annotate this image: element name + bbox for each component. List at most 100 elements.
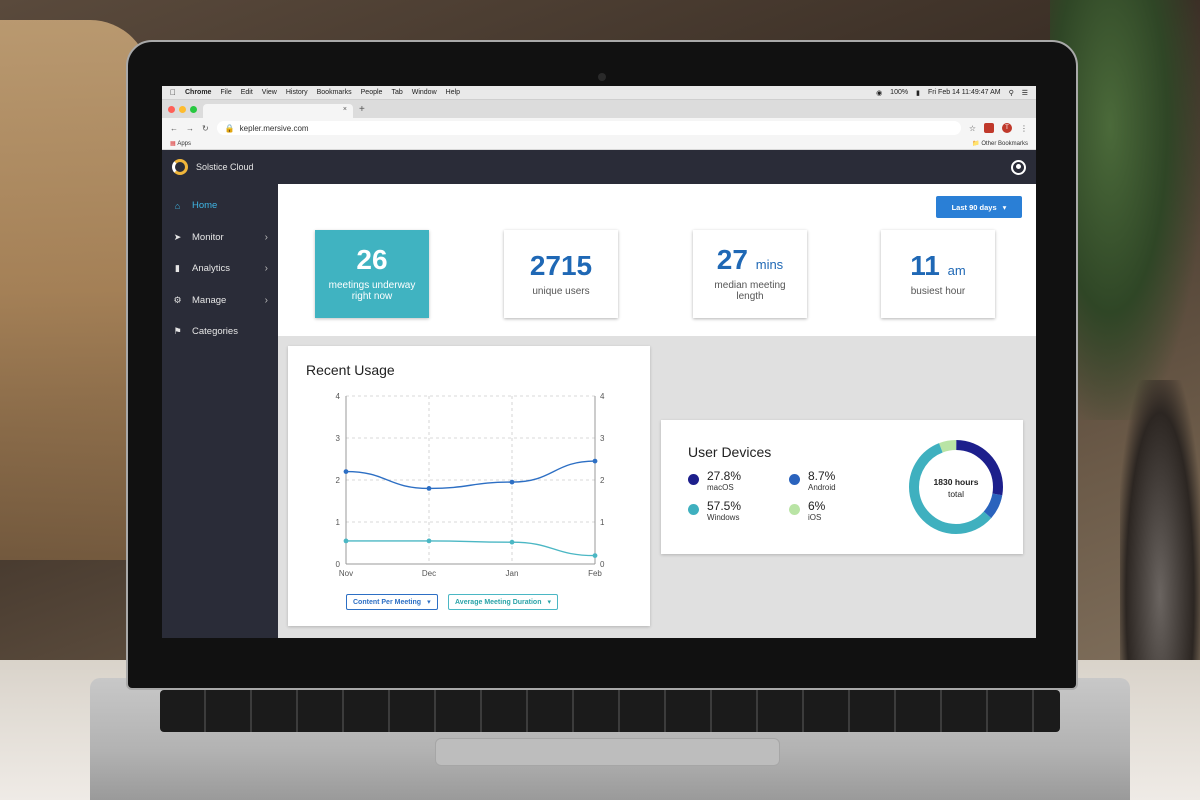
stat-card-meetings[interactable]: 26 meetings underway right now	[315, 230, 429, 318]
minimize-window-icon[interactable]	[179, 105, 186, 113]
solstice-app: Solstice Cloud ⌂ Home ➤ Monitor › ▮ Anal…	[162, 150, 1036, 638]
stat-unit: am	[947, 262, 966, 278]
user-devices-panel: User Devices 27.8% macOS 8.7% Android 57…	[661, 420, 1023, 554]
user-account-icon[interactable]	[1011, 159, 1026, 175]
x-tick-label: Jan	[506, 569, 519, 578]
menu-people[interactable]: People	[354, 89, 383, 96]
search-icon[interactable]: ⚲	[1008, 89, 1014, 97]
battery-percent: 100%	[890, 89, 909, 96]
apps-grid-icon[interactable]: ▦	[170, 141, 176, 147]
browser-tab[interactable]: ×	[203, 104, 353, 118]
content-per-meeting-toggle[interactable]: Content Per Meeting ▾	[346, 594, 438, 610]
series-point-0	[426, 486, 432, 491]
solstice-logo-icon[interactable]	[172, 159, 188, 175]
bookmarks-bar: ▦ Apps 📁 Other Bookmarks	[162, 138, 1036, 150]
menubar-clock[interactable]: Fri Feb 14 11:49:47 AM	[927, 89, 1001, 96]
y-tick-label-left: 1	[336, 518, 341, 527]
menu-view[interactable]: View	[255, 89, 277, 96]
sidebar-item-label: Home	[192, 200, 218, 212]
y-tick-label-right: 0	[600, 560, 605, 569]
stat-card-users[interactable]: 2715 unique users	[504, 230, 618, 318]
device-pct: 57.5%	[707, 499, 742, 513]
chevron-right-icon: ›	[264, 263, 268, 275]
back-icon[interactable]: ←	[170, 123, 178, 133]
user-devices-title: User Devices	[688, 444, 772, 460]
device-ios: 6% iOS	[789, 499, 826, 523]
other-bookmarks[interactable]: 📁 Other Bookmarks	[972, 141, 1028, 147]
menu-window[interactable]: Window	[405, 89, 437, 96]
sidebar-item-label: Categories	[192, 326, 238, 338]
forward-icon[interactable]: →	[186, 123, 194, 133]
y-tick-label-right: 3	[600, 434, 605, 443]
bookmark-star-icon[interactable]: ☆	[968, 123, 976, 133]
address-bar[interactable]: 🔒 kepler.mersive.com	[216, 121, 961, 135]
macos-legend-dot	[688, 474, 699, 485]
donut-total-label: total	[948, 489, 964, 499]
extension-icon[interactable]	[984, 123, 994, 133]
stat-card-meeting-length[interactable]: 27 mins median meeting length	[693, 230, 807, 318]
menu-history[interactable]: History	[279, 89, 308, 96]
profile-avatar[interactable]: T	[1002, 123, 1012, 133]
recent-usage-title: Recent Usage	[306, 362, 395, 378]
reload-icon[interactable]: ↻	[202, 123, 209, 133]
tag-icon: ⚑	[173, 326, 182, 337]
background-lamp	[0, 20, 150, 560]
menubar-app-name[interactable]: Chrome	[179, 89, 211, 96]
series-point-1	[592, 553, 598, 558]
lock-icon: 🔒	[224, 123, 235, 133]
sidebar-item-analytics[interactable]: ▮ Analytics ›	[162, 253, 278, 285]
stat-value: 2715	[529, 249, 593, 281]
sidebar-item-home[interactable]: ⌂ Home	[162, 190, 278, 222]
device-name: iOS	[808, 513, 822, 523]
sidebar-item-label: Analytics	[192, 263, 231, 275]
series-point-1	[509, 539, 515, 545]
device-pct: 6%	[808, 499, 826, 513]
menu-edit[interactable]: Edit	[234, 89, 253, 96]
sidebar-item-manage[interactable]: ⚙ Manage ›	[162, 285, 278, 317]
menu-list-icon[interactable]: ☰	[1021, 89, 1028, 97]
menu-file[interactable]: File	[214, 89, 231, 96]
device-pct: 27.8%	[707, 469, 742, 483]
sidebar: ⌂ Home ➤ Monitor › ▮ Analytics › ⚙ Manag…	[162, 184, 278, 638]
chevron-down-icon: ▾	[1002, 202, 1007, 212]
menu-tab[interactable]: Tab	[385, 89, 402, 96]
device-windows: 57.5% Windows	[688, 499, 742, 522]
menu-help[interactable]: Help	[439, 89, 460, 96]
device-name: macOS	[707, 483, 734, 493]
chevron-down-icon: ▾	[547, 599, 551, 606]
y-tick-label-right: 4	[600, 392, 605, 401]
sidebar-item-monitor[interactable]: ➤ Monitor ›	[162, 222, 278, 254]
gear-icon: ⚙	[173, 294, 182, 305]
sidebar-item-categories[interactable]: ⚑ Categories	[162, 316, 278, 348]
legend-label: Content Per Meeting	[353, 598, 422, 606]
laptop-keyboard	[160, 690, 1060, 732]
app-topbar: Solstice Cloud	[162, 150, 1036, 184]
series-line-0	[345, 460, 596, 490]
new-tab-icon[interactable]: +	[359, 103, 365, 115]
stats-panel: Last 90 days ▾ 26 meetings underway righ…	[278, 184, 1036, 336]
series-point-0	[343, 469, 349, 474]
webcam	[598, 73, 606, 81]
stat-card-busiest-hour[interactable]: 11 am busiest hour	[881, 230, 995, 318]
device-android: 8.7% Android	[789, 469, 836, 492]
y-tick-label-left: 4	[336, 392, 341, 401]
series-point-0	[509, 479, 515, 485]
maximize-window-icon[interactable]	[190, 105, 197, 113]
close-tab-icon[interactable]: ×	[342, 106, 347, 113]
sidebar-item-label: Manage	[192, 294, 227, 306]
bookmark-apps[interactable]: Apps	[177, 140, 192, 147]
series-point-1	[426, 538, 432, 544]
date-range-dropdown[interactable]: Last 90 days ▾	[936, 196, 1022, 218]
home-icon: ⌂	[174, 200, 181, 211]
chevron-right-icon: ›	[264, 231, 268, 243]
android-legend-dot	[789, 474, 800, 485]
wifi-icon[interactable]: ◉	[876, 89, 883, 97]
battery-icon[interactable]: ▮	[916, 89, 920, 97]
apple-icon[interactable]: 	[170, 88, 176, 97]
browser-menu-icon[interactable]: ⋮	[1020, 123, 1028, 133]
close-window-icon[interactable]	[168, 105, 175, 113]
device-macos: 27.8% macOS	[688, 469, 742, 493]
average-duration-toggle[interactable]: Average Meeting Duration ▾	[448, 594, 558, 610]
menu-bookmarks[interactable]: Bookmarks	[310, 89, 352, 96]
stat-value: 26	[356, 244, 388, 275]
